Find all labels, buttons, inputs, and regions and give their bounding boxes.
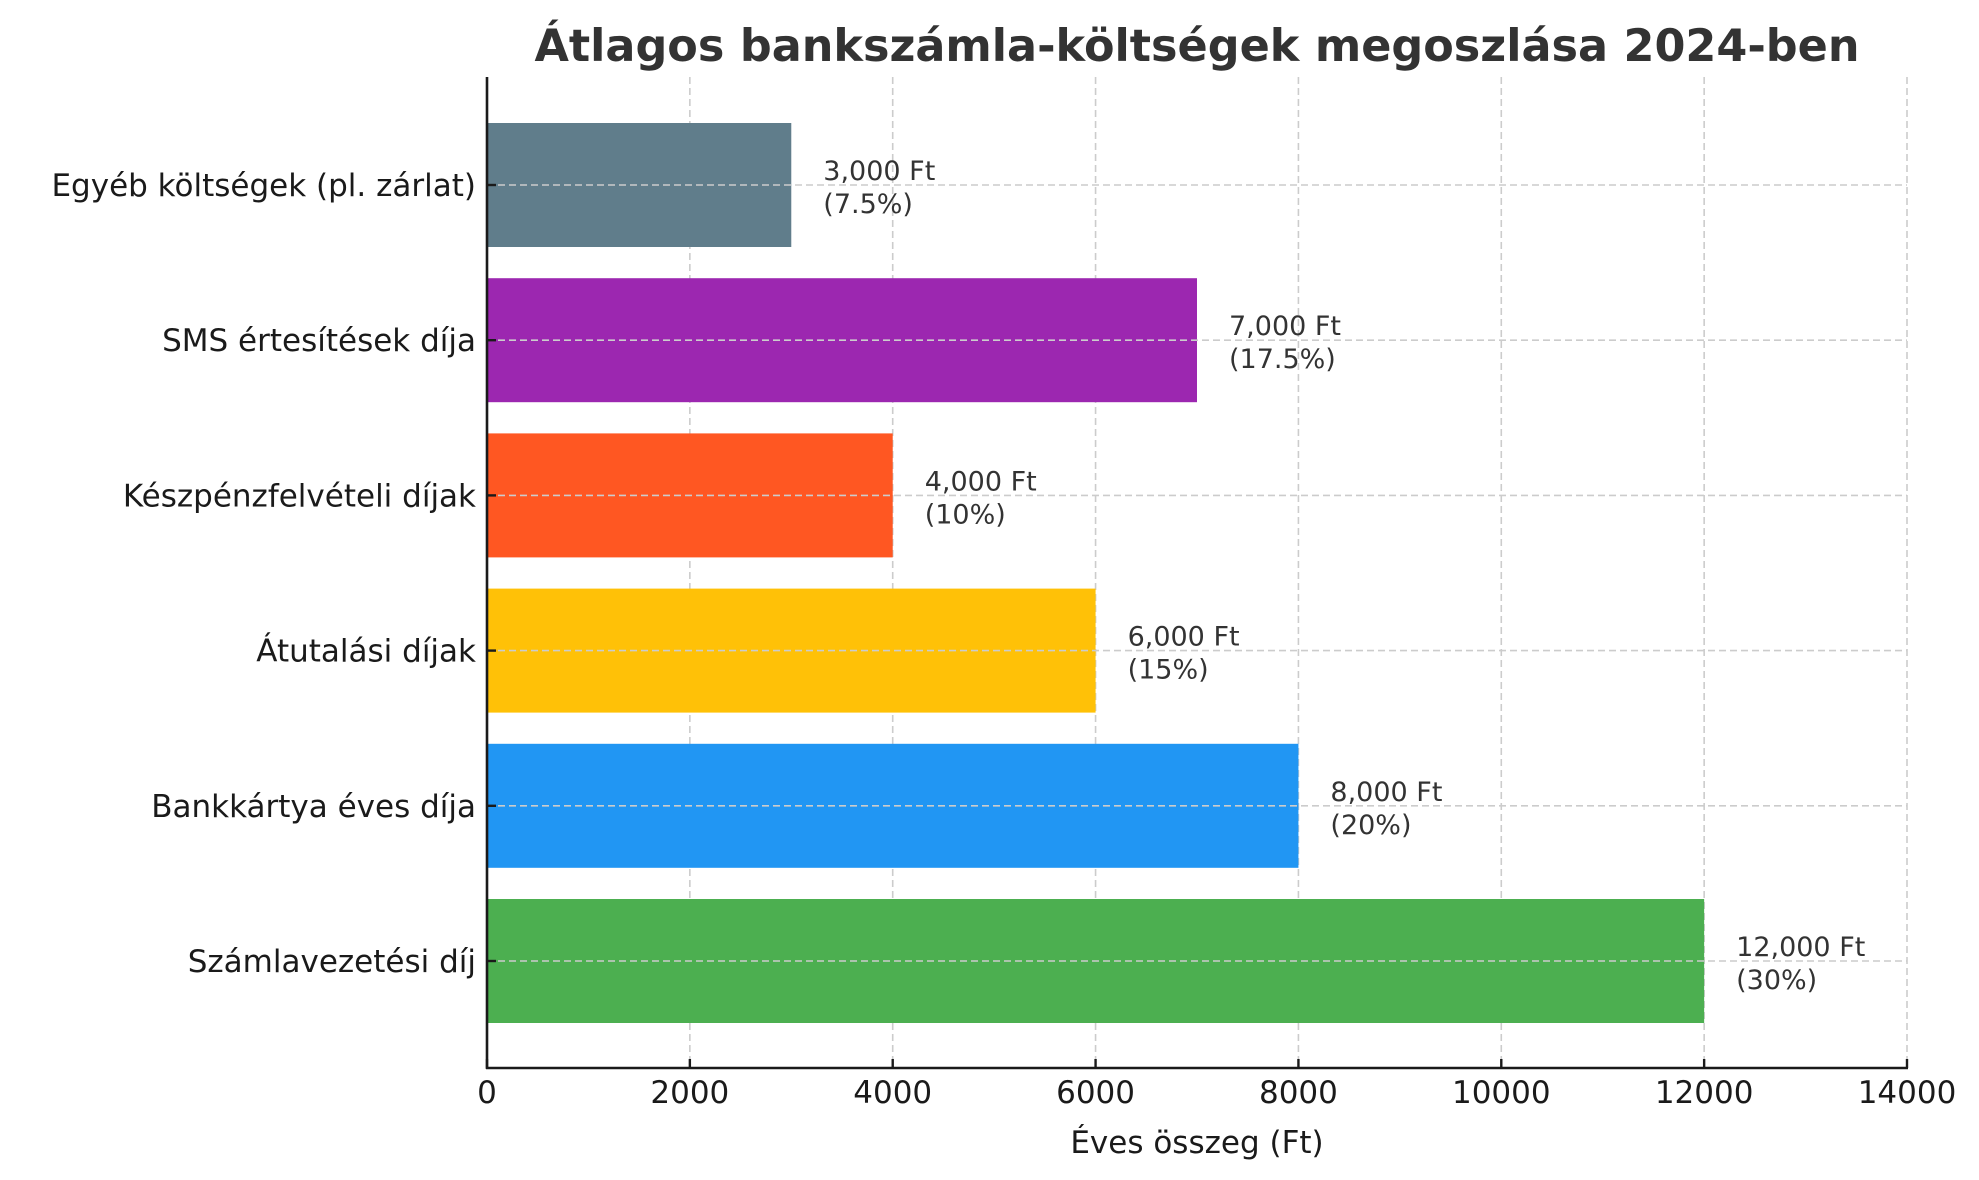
category-label: Bankkártya éves díja — [151, 789, 476, 825]
value-label: 8,000 Ft (20%) — [1330, 777, 1442, 841]
x-tick-label: 2000 — [650, 1075, 729, 1111]
y-axis-ticks: Számlavezetési díj Bankkártya éves díja Át… — [51, 168, 496, 980]
category-label: SMS értesítések díja — [162, 323, 476, 359]
category-label: Készpénzfelvételi díjak — [123, 478, 476, 514]
category-label: Számlavezetési díj — [188, 944, 476, 980]
value-label: 3,000 Ft (7.5%) — [823, 156, 935, 220]
x-tick-label: 8000 — [1259, 1075, 1338, 1111]
x-tick-label: 4000 — [853, 1075, 932, 1111]
x-tick-label: 6000 — [1056, 1075, 1135, 1111]
category-label: Egyéb költségek (pl. zárlat) — [51, 168, 476, 204]
x-axis-ticks: 0 2000 4000 6000 8000 10000 12000 14000 — [477, 1059, 1956, 1111]
value-label: 12,000 Ft (30%) — [1736, 932, 1865, 996]
value-label: 7,000 Ft (17.5%) — [1229, 311, 1341, 375]
x-tick-label: 12000 — [1655, 1075, 1754, 1111]
x-tick-label: 0 — [477, 1075, 497, 1111]
value-label: 6,000 Ft (15%) — [1128, 622, 1240, 686]
value-labels: 12,000 Ft (30%) 8,000 Ft (20%) 6,000 Ft (15%)… — [823, 156, 1865, 996]
category-gridlines — [487, 184, 1907, 962]
x-tick-label: 10000 — [1452, 1075, 1551, 1111]
value-label: 4,000 Ft (10%) — [925, 466, 1037, 530]
x-tick-label: 14000 — [1858, 1075, 1957, 1111]
chart-title: Átlagos bankszámla-költségek megoszlása … — [534, 19, 1859, 72]
x-axis-label: Éves összeg (Ft) — [1070, 1125, 1323, 1161]
category-label: Átutalási díjak — [256, 634, 476, 670]
